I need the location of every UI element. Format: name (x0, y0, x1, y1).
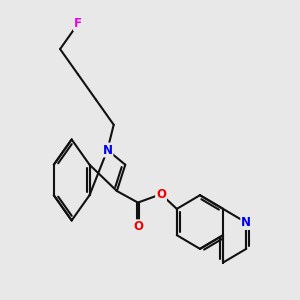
Text: O: O (133, 220, 143, 233)
Text: N: N (102, 143, 112, 157)
Text: F: F (74, 17, 82, 30)
Text: O: O (156, 188, 166, 201)
Text: N: N (241, 216, 251, 229)
